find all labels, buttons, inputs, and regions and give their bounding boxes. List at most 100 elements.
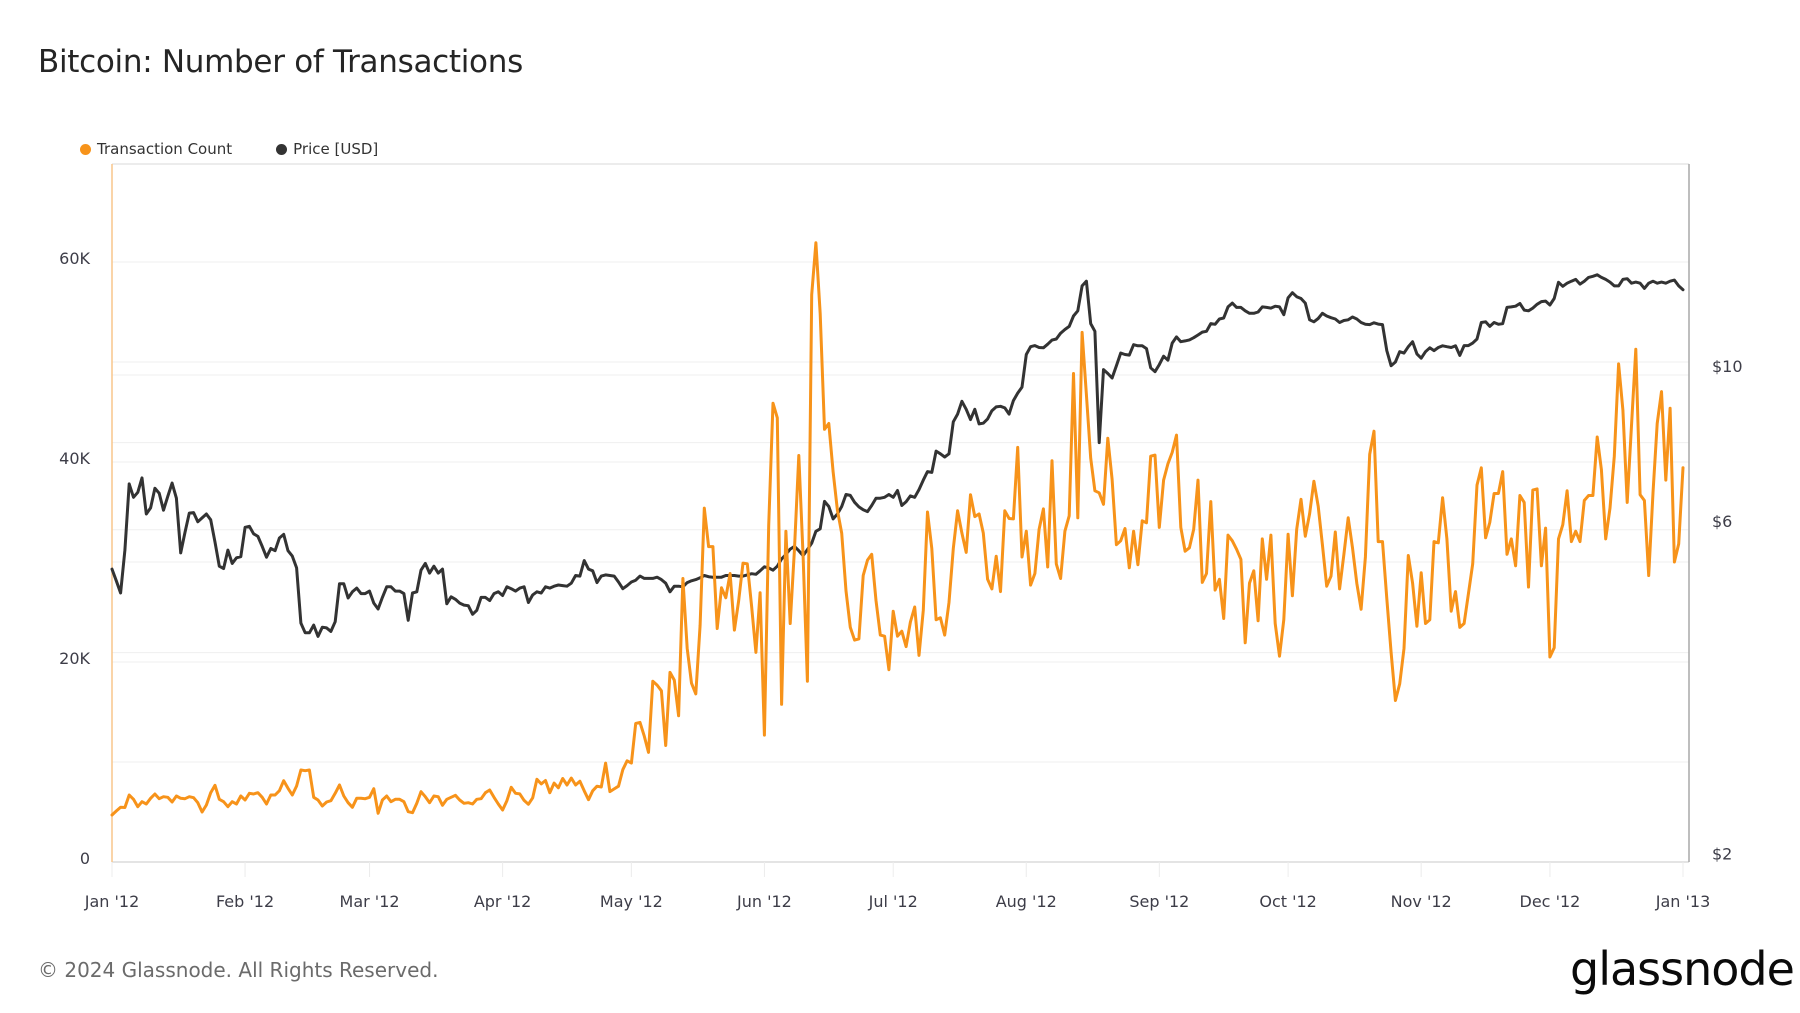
price-point [1269,306,1273,310]
price-point [299,621,303,625]
y2-tick-label: $6 [1712,512,1732,531]
transaction-count-point [801,555,805,558]
transaction-count-point [200,810,204,814]
transaction-count-point [1286,533,1290,536]
transaction-count-point [445,798,448,801]
price-point [643,577,646,580]
price-point [158,492,161,495]
transaction-count-point [1304,535,1307,538]
price-point [1596,273,1599,276]
transaction-count-point [1055,562,1058,566]
transaction-count-point [1059,577,1062,580]
transaction-count-point [1158,526,1161,529]
transaction-count-point [1231,539,1234,542]
transaction-count-point [1596,435,1599,439]
price-point [1089,322,1092,325]
price-point [1299,297,1303,300]
legend-item-price[interactable]: Price [USD] [276,140,378,158]
transaction-count-point [295,784,298,788]
price-point [1132,343,1135,346]
price-point [394,589,397,593]
transaction-count-point [1591,494,1595,497]
transaction-count-point [1471,562,1474,566]
price-point [552,585,556,588]
transaction-count-point [1480,466,1483,469]
price-point [531,593,534,597]
transaction-count-point [686,647,689,650]
price-point [703,574,706,577]
legend-item-transaction-count[interactable]: Transaction Count [80,140,232,158]
transaction-count-point [1213,588,1217,592]
transaction-count-point [505,799,509,802]
price-point [1523,308,1526,312]
transaction-count-point [544,779,547,782]
transaction-count-point [831,470,835,473]
price-point [1222,316,1225,320]
price-point [1527,309,1530,312]
transaction-count-point [1162,478,1165,482]
price-point [441,567,444,571]
price-point [922,478,925,482]
price-point [183,531,187,534]
price-point [1355,317,1359,321]
transaction-count-point [952,547,955,550]
price-point [1458,354,1462,357]
transaction-count-point [1115,543,1118,546]
transaction-count-point [1012,517,1015,521]
price-point [1411,340,1414,343]
transaction-count-point [668,671,672,674]
price-point [583,559,586,562]
transaction-count-point [321,804,324,808]
price-point [342,582,345,585]
price-point [1415,352,1419,356]
transaction-count-point [222,800,225,803]
transaction-count-point [982,531,985,535]
transaction-count-point [522,799,526,802]
transaction-count-point [638,721,642,724]
x-tick-label: Feb '12 [216,892,274,911]
price-point [926,470,929,473]
price-point [952,420,955,423]
price-point [990,409,994,412]
transaction-count-point [1033,572,1037,575]
price-point [359,592,363,595]
price-point [1364,323,1367,326]
price-point [1583,280,1586,283]
price-point [548,586,551,590]
price-point [707,575,710,578]
transaction-count-point [1583,499,1586,502]
transaction-count-point [501,808,504,812]
price-point [1420,357,1423,360]
transaction-count-point [1359,608,1363,611]
price-point [1613,284,1616,288]
price-point [1304,301,1307,305]
price-point [1261,305,1264,309]
transaction-count-point [1020,555,1024,559]
price-point [153,487,157,490]
price-point [445,602,448,605]
transaction-count-point [943,633,946,637]
price-point [999,405,1002,408]
price-point [1115,364,1118,367]
transaction-count-point [1411,582,1414,585]
price-point [1540,300,1543,303]
price-point [1110,376,1114,380]
transaction-count-point [492,796,496,799]
price-point [1359,321,1363,324]
transaction-count-point [441,804,444,807]
price-point [638,574,642,578]
price-point [1162,355,1165,358]
price-point [269,547,272,550]
transaction-count-point [746,562,749,566]
glassnode-logo[interactable]: glassnode [1570,942,1795,996]
transaction-count-point [1355,582,1359,585]
transaction-count-point [1660,390,1663,393]
transaction-count-point [364,797,367,800]
transaction-count-point [1450,610,1453,613]
price-point [655,576,659,579]
price-point [1634,280,1638,284]
price-point [1389,364,1393,367]
x-tick-label: Jun '12 [736,892,792,911]
transaction-count-point [226,805,230,808]
price-point [1462,344,1466,347]
